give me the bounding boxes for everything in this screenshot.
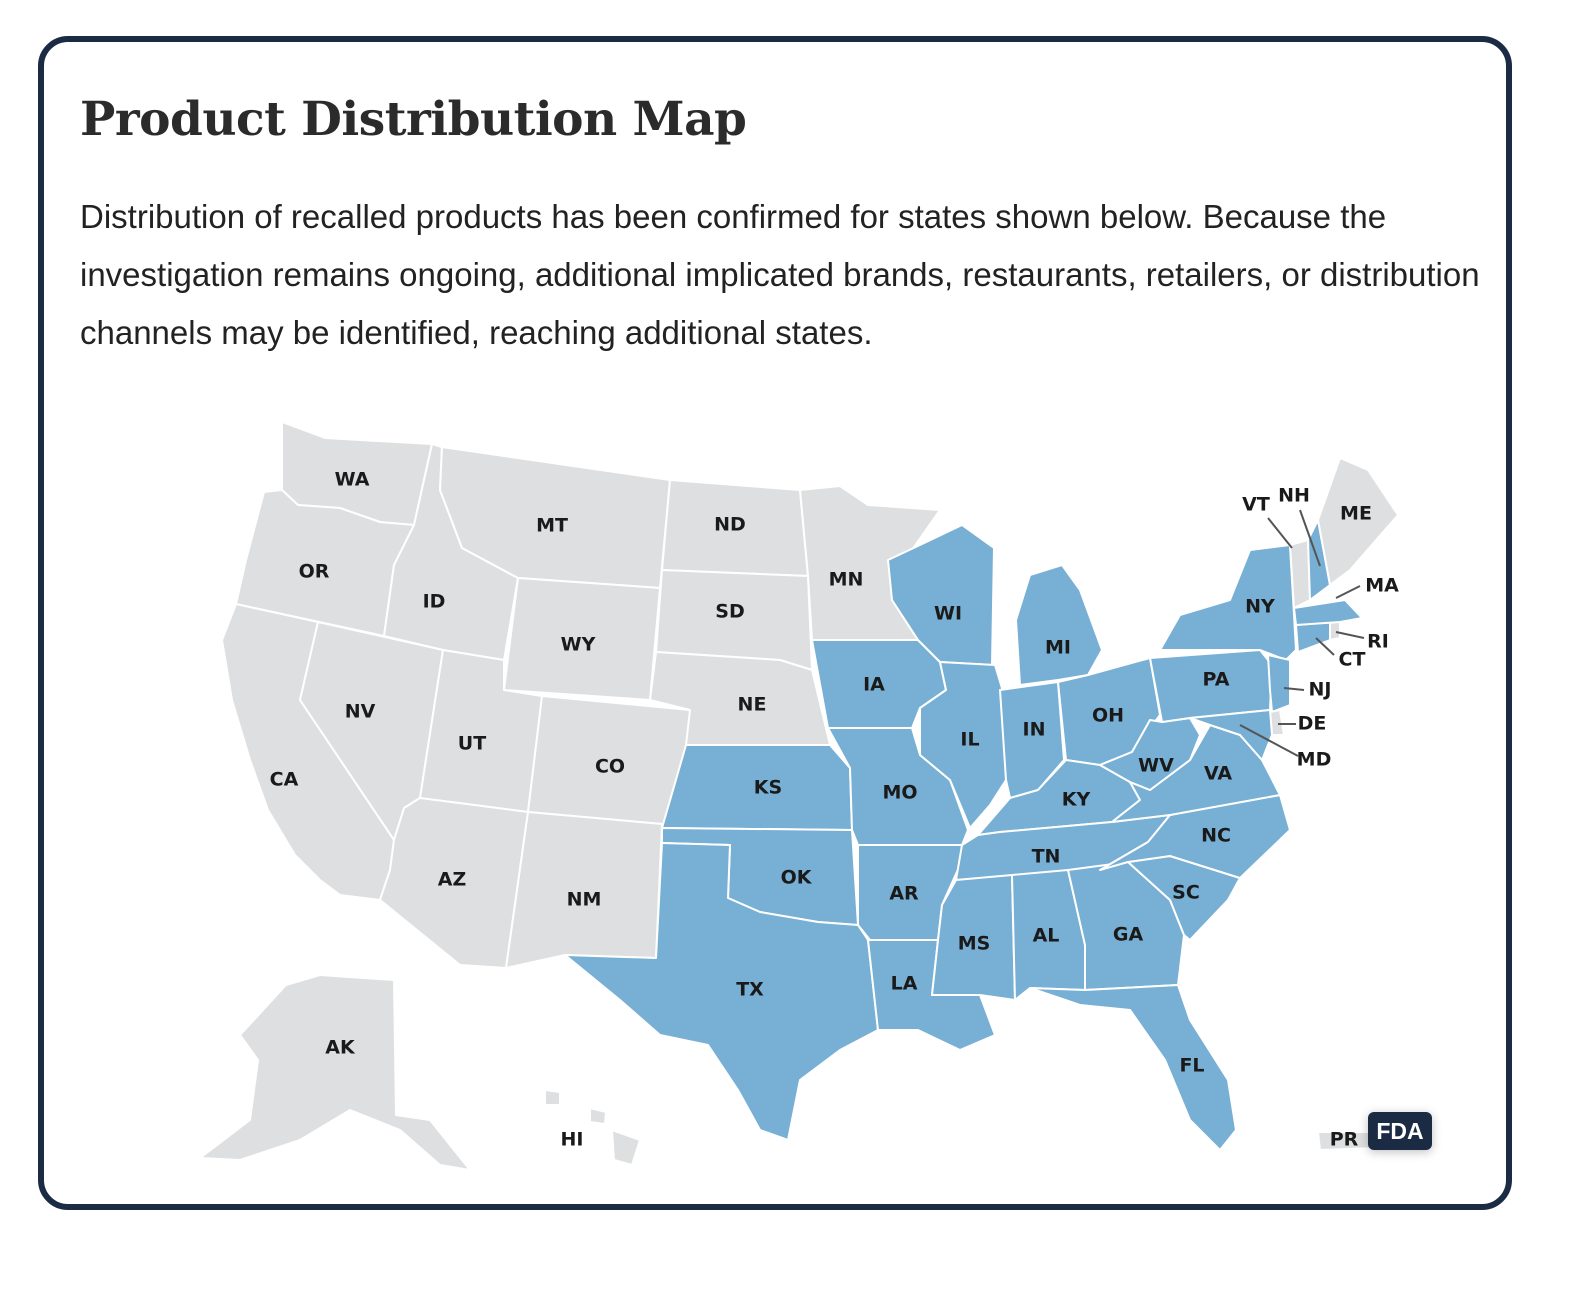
state-ak [199,974,471,1171]
state-label-pa: PA [1203,669,1230,691]
state-label-wa: WA [335,469,370,491]
state-nj [1267,654,1291,713]
state-label-nh: NH [1278,485,1310,507]
state-label-ms: MS [958,933,991,955]
state-label-sd: SD [715,601,744,623]
state-label-oh: OH [1092,705,1124,727]
state-label-mo: MO [882,782,917,804]
state-label-ok: OK [781,867,813,889]
state-label-ut: UT [458,733,486,755]
state-label-nc: NC [1201,825,1231,847]
state-label-tn: TN [1032,846,1061,868]
state-label-wv: WV [1138,755,1174,777]
state-label-ar: AR [889,883,919,905]
state-hi [544,1089,641,1166]
state-vt [1289,539,1311,609]
state-label-ga: GA [1113,924,1144,946]
state-fl [1029,984,1237,1151]
state-label-ri: RI [1367,631,1389,653]
leader-line-nh [1299,509,1321,567]
state-label-wi: WI [934,603,962,625]
state-label-tx: TX [736,979,764,1001]
state-ri [1329,621,1341,641]
state-label-la: LA [891,973,918,995]
state-label-az: AZ [438,869,466,891]
state-label-ky: KY [1062,789,1091,811]
state-label-ma: MA [1365,575,1399,597]
state-label-ks: KS [754,777,782,799]
state-wv [1099,717,1201,791]
state-label-mt: MT [536,515,568,537]
state-label-nm: NM [567,889,602,911]
state-label-va: VA [1204,763,1232,785]
state-mi [1015,564,1103,686]
state-label-mn: MN [829,569,864,591]
state-label-co: CO [595,756,625,778]
state-label-pr: PR [1330,1129,1359,1151]
leader-line-md [1239,724,1299,757]
state-label-nd: ND [714,514,746,536]
state-me [1317,457,1399,586]
state-label-nv: NV [345,701,376,723]
state-mo [827,727,969,846]
state-label-wy: WY [561,634,596,656]
state-label-in: IN [1023,719,1046,741]
state-label-ny: NY [1245,596,1275,618]
state-ma [1293,599,1363,626]
state-tx [564,842,879,1141]
state-ny [1159,544,1297,661]
state-label-hi: HI [561,1129,584,1151]
state-label-sc: SC [1172,882,1200,904]
state-label-de: DE [1298,713,1327,735]
state-label-vt: VT [1242,494,1270,516]
state-label-ak: AK [325,1037,356,1059]
state-label-me: ME [1340,503,1372,525]
leader-line-nj [1283,687,1305,691]
state-label-ne: NE [738,694,767,716]
leader-line-vt [1267,517,1293,549]
leader-line-ma [1335,585,1361,599]
state-label-il: IL [960,729,979,751]
state-label-id: ID [423,591,446,613]
state-label-or: OR [299,561,330,583]
description: Distribution of recalled products has be… [80,198,1480,351]
leader-line-ct [1315,637,1335,656]
state-label-mi: MI [1045,637,1071,659]
state-label-nj: NJ [1309,679,1332,701]
state-nc [1099,794,1291,879]
state-label-ca: CA [270,769,299,791]
state-label-md: MD [1297,749,1332,771]
fda-badge: FDA [1368,1112,1432,1150]
state-label-ia: IA [863,674,885,696]
state-il [919,661,1007,829]
state-md [1189,709,1273,761]
leader-line-ri [1335,631,1365,639]
state-label-al: AL [1033,925,1060,947]
state-label-fl: FL [1179,1055,1204,1077]
page-title: Product Distribution Map [80,92,747,147]
state-label-ct: CT [1339,649,1366,671]
